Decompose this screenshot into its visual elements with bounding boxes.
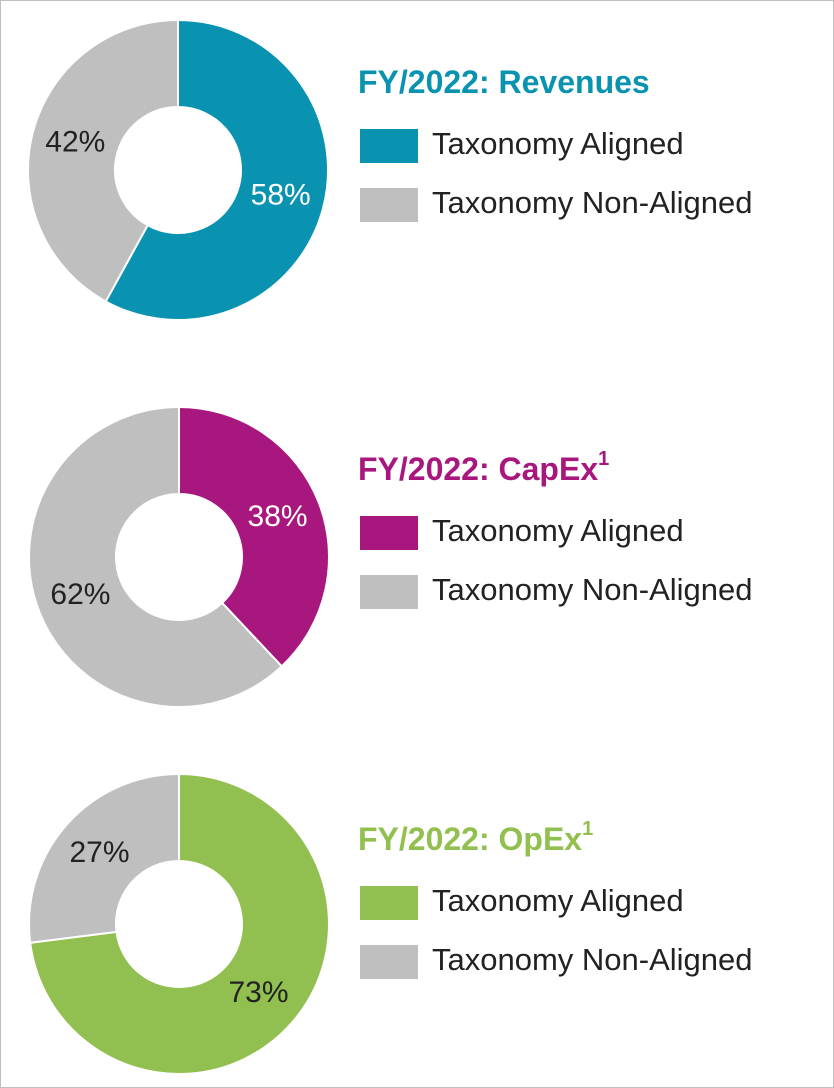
- donut-slice: [104, 18, 329, 321]
- legend-label: Taxonomy Aligned: [432, 513, 684, 548]
- title-text: FY/2022: CapEx: [358, 451, 598, 487]
- title-note: 1: [598, 448, 609, 470]
- data-label: 58%: [251, 178, 311, 211]
- title-text: FY/2022: Revenues: [358, 64, 650, 100]
- data-label: 62%: [50, 578, 110, 611]
- donut-slice: [178, 405, 330, 668]
- title-text: FY/2022: OpEx: [358, 821, 582, 857]
- donut-slice: [27, 18, 179, 303]
- legend-label: Taxonomy Aligned: [432, 126, 684, 161]
- data-label: 42%: [45, 126, 105, 159]
- legend-swatch: [360, 188, 418, 222]
- legend-swatch: [360, 575, 418, 609]
- legend-swatch: [360, 945, 418, 979]
- donut-slice: [28, 772, 180, 944]
- title-note: 1: [582, 818, 593, 840]
- legend-swatch: [360, 129, 418, 163]
- donut-slice: [29, 772, 330, 1075]
- legend-label: Taxonomy Non-Aligned: [432, 185, 753, 220]
- legend-label: Taxonomy Non-Aligned: [432, 572, 753, 607]
- legend-swatch: [360, 516, 418, 550]
- legend-label: Taxonomy Non-Aligned: [432, 942, 753, 977]
- legend-label: Taxonomy Aligned: [432, 883, 684, 918]
- legend-swatch: [360, 886, 418, 920]
- donut-slice: [28, 405, 284, 708]
- data-label: 73%: [228, 976, 288, 1009]
- chart-title: FY/2022: CapEx1: [358, 448, 609, 487]
- data-label: 27%: [69, 836, 129, 869]
- chart-title: FY/2022: Revenues: [358, 64, 650, 100]
- chart-title: FY/2022: OpEx1: [358, 818, 593, 857]
- data-label: 38%: [248, 500, 308, 533]
